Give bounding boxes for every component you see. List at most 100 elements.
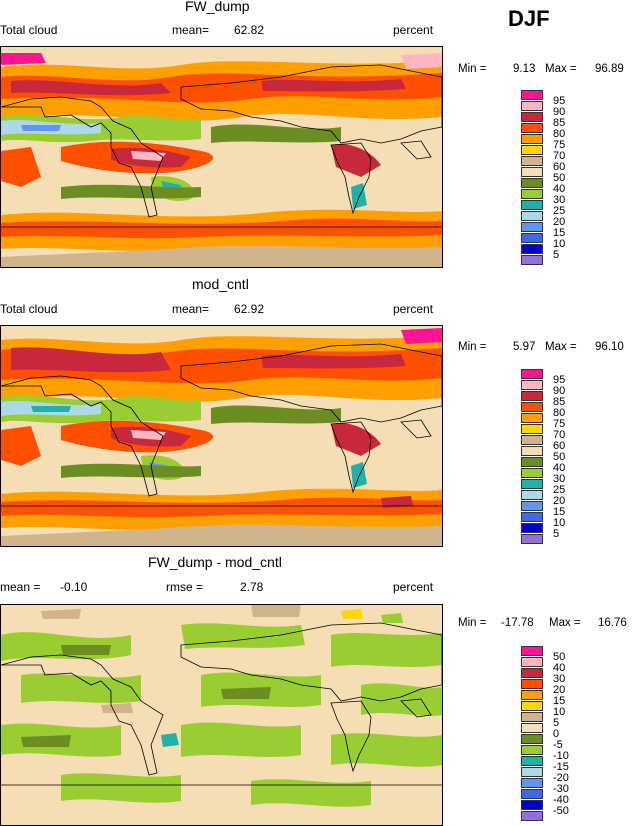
colorbar-swatch bbox=[521, 646, 543, 656]
panel-3-rmse-value: 2.78 bbox=[240, 580, 264, 594]
panel-1-units: percent bbox=[393, 23, 434, 37]
colorbar-swatch bbox=[521, 255, 543, 265]
panel-2-min-label: Min = bbox=[458, 341, 487, 353]
colorbar-level: 40 bbox=[553, 183, 566, 195]
panel-2-mean-value: 62.92 bbox=[234, 302, 265, 316]
colorbar-swatch bbox=[521, 800, 543, 810]
colorbar-swatch bbox=[521, 501, 543, 511]
colorbar-level: 90 bbox=[553, 106, 566, 118]
colorbar-swatch bbox=[521, 468, 543, 478]
colorbar-swatch bbox=[521, 167, 543, 177]
colorbar-swatch bbox=[521, 756, 543, 766]
colorbar-swatch bbox=[521, 424, 543, 434]
colorbar-level: -10 bbox=[553, 750, 569, 762]
panel-2-map bbox=[0, 325, 443, 547]
colorbar-swatch bbox=[521, 734, 543, 744]
colorbar-swatch bbox=[521, 413, 543, 423]
panel-1-min-value: 9.13 bbox=[513, 63, 536, 75]
colorbar-level: 10 bbox=[553, 238, 566, 250]
colorbar-swatch bbox=[521, 101, 543, 111]
panel-1-variable-label: Total cloud bbox=[0, 23, 58, 37]
panel-3-max-value: 16.76 bbox=[598, 617, 627, 629]
colorbar-level: 0 bbox=[553, 728, 560, 740]
colorbar-swatch bbox=[521, 189, 543, 199]
colorbar-swatch bbox=[521, 145, 543, 155]
panel-3-min-label: Min = bbox=[458, 617, 487, 629]
panel-2-mean-label: mean= bbox=[172, 302, 210, 316]
colorbar-level: 80 bbox=[553, 407, 566, 419]
colorbar-level: 40 bbox=[553, 662, 566, 674]
colorbar-level: -50 bbox=[553, 805, 569, 817]
colorbar-level: 50 bbox=[553, 172, 566, 184]
colorbar-swatch bbox=[521, 523, 543, 533]
panel-1-map bbox=[0, 46, 443, 268]
panel-2-variable-label: Total cloud bbox=[0, 302, 58, 316]
colorbar-level: 25 bbox=[553, 484, 566, 496]
colorbar-level: 70 bbox=[553, 429, 566, 441]
panel-2-max-value: 96.10 bbox=[595, 341, 624, 353]
colorbar-swatch bbox=[521, 156, 543, 166]
colorbar-swatch bbox=[521, 112, 543, 122]
colorbar-level: 20 bbox=[553, 216, 566, 228]
colorbar-swatch bbox=[521, 391, 543, 401]
colorbar-level: 50 bbox=[553, 451, 566, 463]
panel-2-title: mod_cntl bbox=[192, 276, 249, 292]
colorbar-swatch bbox=[521, 479, 543, 489]
colorbar-swatch bbox=[521, 446, 543, 456]
colorbar-level: 15 bbox=[553, 695, 566, 707]
colorbar-swatch bbox=[521, 668, 543, 678]
colorbar-level: -30 bbox=[553, 783, 569, 795]
colorbar-swatch bbox=[521, 512, 543, 522]
colorbar-swatch bbox=[521, 679, 543, 689]
panel-1-min-label: Min = bbox=[458, 63, 487, 75]
colorbar-swatch bbox=[521, 211, 543, 221]
panel-3-mean-label: mean = bbox=[0, 580, 41, 594]
colorbar-swatch bbox=[521, 811, 543, 821]
colorbar-level: -20 bbox=[553, 772, 569, 784]
colorbar-level: 75 bbox=[553, 418, 566, 430]
panel-3-max-label: Max = bbox=[549, 617, 581, 629]
colorbar-swatch bbox=[521, 701, 543, 711]
colorbar-swatch bbox=[521, 490, 543, 500]
colorbar-level: 30 bbox=[553, 194, 566, 206]
colorbar-level: 30 bbox=[553, 473, 566, 485]
panel-3-map-graphic bbox=[1, 605, 442, 825]
colorbar-swatch bbox=[521, 200, 543, 210]
panel-1-mean-value: 62.82 bbox=[234, 23, 265, 37]
colorbar-swatch bbox=[521, 244, 543, 254]
colorbar-swatch bbox=[521, 767, 543, 777]
panel-2-max-label: Max = bbox=[545, 341, 577, 353]
colorbar-level: 5 bbox=[553, 249, 560, 261]
colorbar-swatch bbox=[521, 789, 543, 799]
colorbar-swatch bbox=[521, 123, 543, 133]
colorbar-swatch bbox=[521, 222, 543, 232]
colorbar-swatch bbox=[521, 380, 543, 390]
panel-1-mean-label: mean= bbox=[172, 23, 210, 37]
colorbar-level: 20 bbox=[553, 684, 566, 696]
colorbar-level: 15 bbox=[553, 506, 566, 518]
colorbar-level: 85 bbox=[553, 117, 566, 129]
panel-2-map-graphic bbox=[1, 326, 442, 546]
colorbar-level: 75 bbox=[553, 139, 566, 151]
colorbar-level: 90 bbox=[553, 385, 566, 397]
colorbar-swatch bbox=[521, 534, 543, 544]
colorbar-swatch bbox=[521, 369, 543, 379]
panel-3-mean-value: -0.10 bbox=[60, 580, 88, 594]
colorbar-level: 25 bbox=[553, 205, 566, 217]
colorbar-swatch bbox=[521, 178, 543, 188]
panel-3-units: percent bbox=[393, 580, 434, 594]
colorbar-level: 15 bbox=[553, 227, 566, 239]
panel-1-title: FW_dump bbox=[185, 0, 250, 14]
panel-2-units: percent bbox=[393, 302, 434, 316]
colorbar-level: 20 bbox=[553, 495, 566, 507]
season-label: DJF bbox=[508, 6, 550, 31]
colorbar-level: -5 bbox=[553, 739, 563, 751]
colorbar-level: 50 bbox=[553, 651, 566, 663]
panel-3-title: FW_dump - mod_cntl bbox=[148, 554, 282, 570]
panel-1-map-graphic bbox=[1, 47, 442, 267]
colorbar-swatch bbox=[521, 435, 543, 445]
panel-3-rmse-label: rmse = bbox=[166, 580, 204, 594]
colorbar-level: 70 bbox=[553, 150, 566, 162]
colorbar-swatch bbox=[521, 712, 543, 722]
colorbar-level: 10 bbox=[553, 517, 566, 529]
